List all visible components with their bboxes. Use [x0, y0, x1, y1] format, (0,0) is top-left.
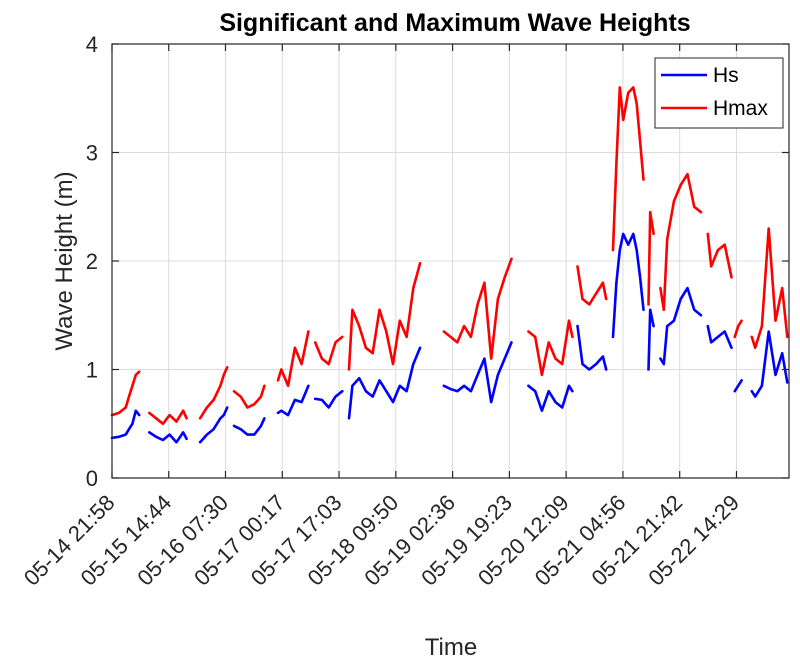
series-line-hs-10	[611, 232, 645, 339]
y-tick-label: 2	[86, 249, 98, 274]
series-line-hs-0	[110, 409, 141, 440]
series-line-hs-4	[276, 384, 310, 417]
series-line-hs-1	[148, 431, 188, 444]
series-hmax	[110, 86, 789, 426]
series-layer	[110, 86, 789, 444]
series-line-hmax-13	[706, 232, 733, 279]
series-line-hs-15	[750, 330, 789, 398]
series-line-hs-5	[313, 389, 344, 409]
series-line-hs-14	[733, 379, 743, 393]
series-line-hmax-3	[232, 384, 266, 409]
series-line-hs-2	[198, 406, 229, 444]
y-tick-label: 3	[86, 141, 98, 166]
series-line-hs-13	[706, 324, 733, 350]
series-line-hmax-7	[442, 257, 513, 360]
legend-label-hs: Hs	[713, 64, 739, 87]
series-line-hmax-10	[611, 86, 645, 252]
series-line-hmax-2	[198, 365, 229, 420]
series-line-hmax-1	[148, 409, 188, 426]
series-line-hmax-12	[659, 172, 703, 312]
series-line-hmax-5	[313, 335, 344, 366]
series-line-hmax-0	[110, 370, 141, 417]
series-line-hs-7	[442, 341, 513, 404]
y-tick-label: 0	[86, 466, 98, 491]
series-hs	[110, 232, 789, 444]
x-axis-label: Time	[425, 634, 477, 661]
y-axis-label: Wave Height (m)	[51, 171, 78, 350]
series-line-hmax-6	[347, 261, 422, 371]
series-line-hmax-14	[733, 319, 743, 339]
series-line-hmax-9	[576, 265, 608, 306]
chart-title: Significant and Maximum Wave Heights	[219, 9, 690, 37]
series-line-hs-12	[659, 286, 703, 366]
series-line-hs-6	[347, 346, 422, 420]
series-line-hmax-15	[750, 227, 789, 350]
series-line-hs-11	[647, 308, 655, 371]
y-tick-label: 1	[86, 358, 98, 383]
series-line-hs-8	[527, 384, 574, 413]
series-line-hs-3	[232, 416, 266, 436]
legend-box	[654, 57, 784, 129]
legend-label-hmax: Hmax	[713, 97, 768, 120]
y-tick-label: 4	[86, 32, 98, 57]
series-line-hmax-11	[647, 210, 655, 306]
series-line-hmax-8	[527, 319, 574, 377]
series-line-hs-9	[576, 324, 608, 371]
legend: Hs Hmax	[654, 57, 784, 129]
series-line-hmax-4	[276, 330, 310, 388]
